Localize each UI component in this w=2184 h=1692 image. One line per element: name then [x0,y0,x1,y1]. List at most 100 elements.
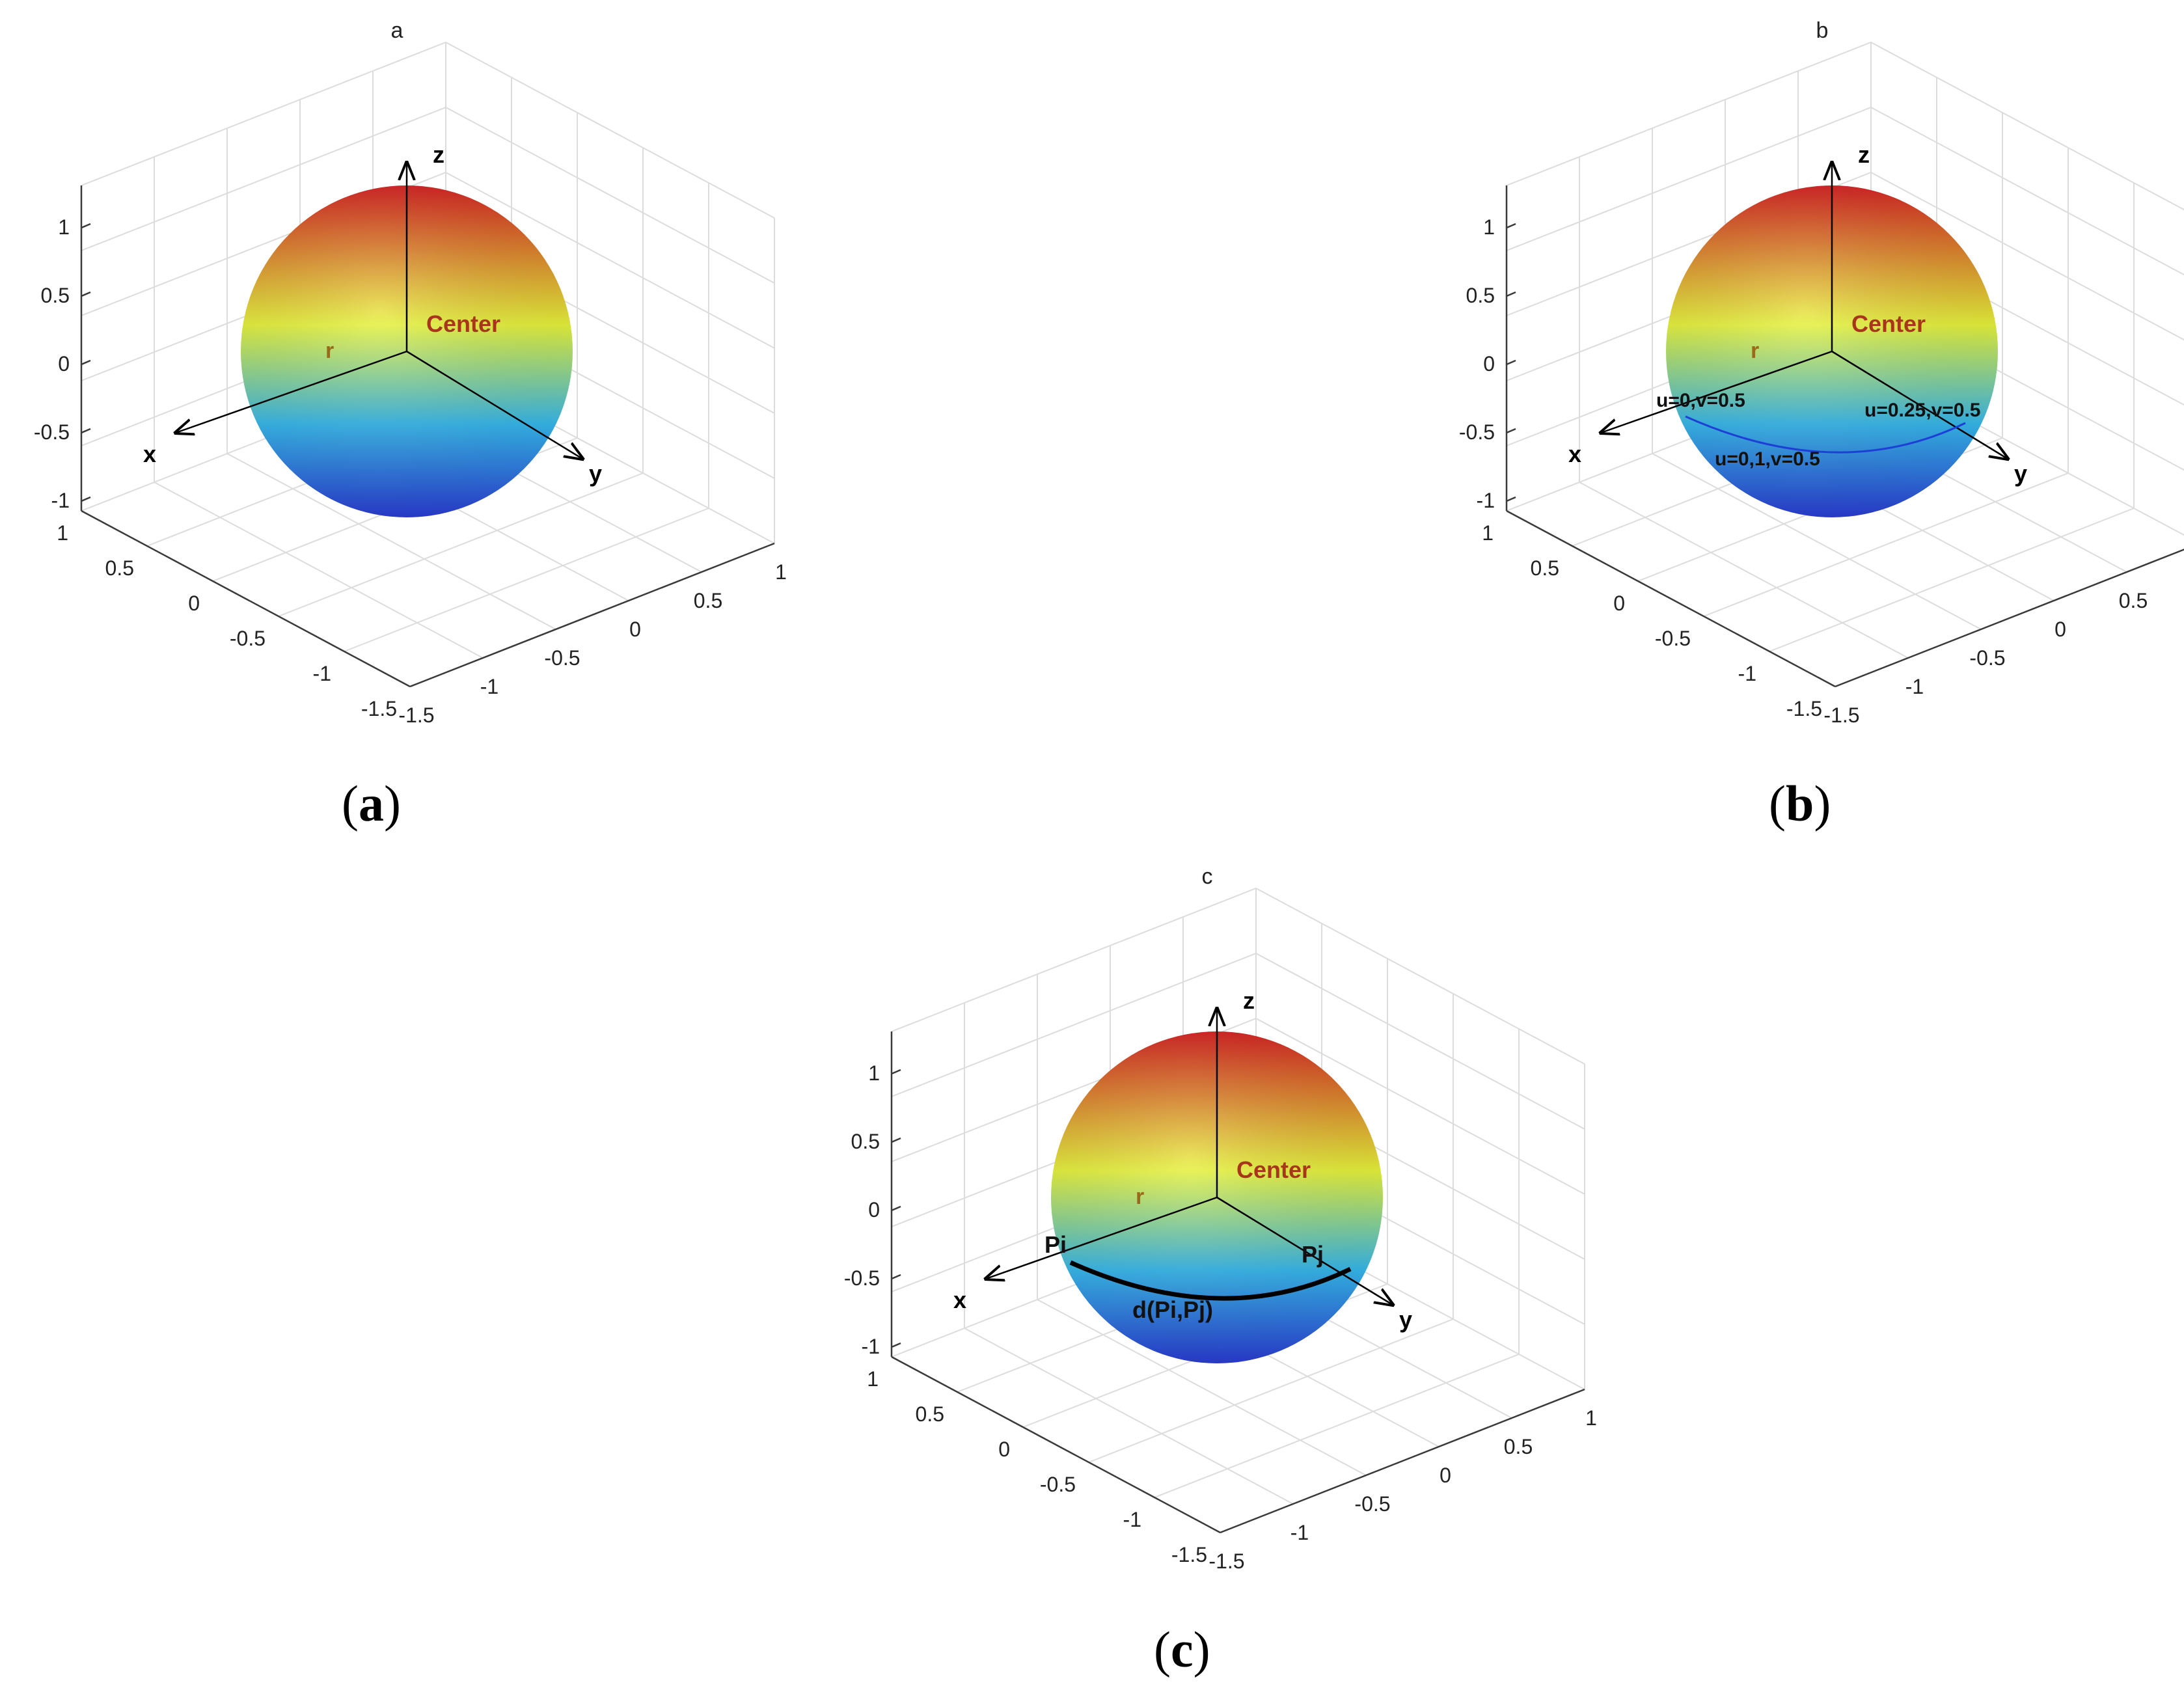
y-tick-label: -1 [1290,1521,1309,1544]
caption-b-letter: b [1785,775,1814,832]
grid-line [1506,41,2184,211]
z-tick-label: -0.5 [844,1266,880,1290]
x-tick-label: -1 [1738,662,1756,685]
x-tick-label: -1 [313,662,331,685]
y-axis-label: y [589,460,602,487]
y-arrow [406,350,582,459]
z-tick-label: -1 [51,489,70,512]
grid-line [1769,508,2135,652]
axes-box [1505,185,2184,688]
z-tick-label: 0 [58,352,70,375]
grid-line [891,887,1585,1065]
grid-line [81,171,775,349]
grid-line [891,952,1585,1130]
y-tick-label: -1 [480,675,498,698]
panel-c: 1 0.5 0 -0.5 -1 1 0.5 0 -0.5 -1 -1.5 -1.5 -1 -0.5 0 0.5… [844,864,1597,1573]
grid-line [1506,171,2184,341]
caption-a: (a) [342,775,401,832]
y-arrow [1216,1196,1393,1305]
x-tick-label: -0.5 [230,627,266,650]
caption-b: (b) [1769,775,1831,832]
x-tick-label: 0 [998,1438,1010,1461]
grid-line [1652,453,1982,630]
caption-c: (c) [1154,1621,1210,1678]
z-tick-mark [1506,428,1516,434]
x-tick-label: 0.5 [105,556,134,580]
x-tick-label: 1 [1482,521,1494,545]
z-tick-label: 0.5 [41,284,70,307]
x-axis-line [1506,510,1836,688]
y-axis-label: y [1399,1306,1412,1333]
z-tick-mark [891,1069,901,1075]
radius-label: r [1751,338,1759,363]
y-tick-label: 0.5 [1504,1435,1533,1458]
annotation-pj: Pj [1302,1241,1324,1268]
x-tick-label: -1 [1123,1508,1141,1531]
caption-c-letter: c [1170,1621,1194,1678]
z-tick-mark [891,1274,901,1280]
y-axis-label: y [2014,460,2027,487]
grid-line [1037,1299,1367,1476]
x-tick-label: 1 [57,521,68,545]
grid-line [154,482,484,659]
z-tick-mark [1506,496,1516,502]
y-tick-label: 1 [1585,1406,1597,1430]
y-axis-line [409,542,775,688]
panel-title: b [1816,18,1829,43]
x-tick-label: -0.5 [1655,627,1691,650]
x-tick-label: -1.5 [361,697,397,720]
center-label: Center [1236,1156,1311,1183]
grid-line [1835,549,2184,687]
z-tick-label: -0.5 [34,420,70,444]
z-tick-label: 0 [868,1198,880,1221]
caption-a-letter: a [358,775,384,832]
annotation-pi: Pi [1044,1231,1067,1258]
center-label: Center [1851,310,1926,337]
grid-line [1154,1354,1520,1498]
x-axis-line [81,510,411,688]
z-tick-label: 1 [58,215,70,239]
axes-box [890,1031,1585,1534]
axis-labels: z x y [143,141,602,487]
panel-title: a [391,18,403,43]
z-tick-label: -1 [1477,489,1495,512]
z-tick-mark [81,223,91,229]
z-tick-mark [1506,291,1516,297]
x-axis-label: x [953,1287,966,1313]
panel-title: c [1202,864,1213,889]
z-axis-label: z [433,141,444,168]
z-tick-label: 0 [1483,352,1495,375]
z-tick-mark [891,1205,901,1212]
y-tick-label: -1 [1905,675,1924,698]
grid-line [81,106,775,284]
annotation-distance: d(Pi,Pj) [1132,1296,1213,1323]
x-axis-line [891,1356,1221,1534]
coordinate-arrows [986,1009,1393,1305]
y-tick-label: -0.5 [1969,646,2005,670]
y-tick-label: 0 [1440,1464,1451,1487]
annotation-u01: u=0,1,v=0.5 [1715,448,1820,470]
annotations: Pi Pj d(Pi,Pj) [1044,1231,1324,1323]
y-axis-line [1220,1388,1585,1534]
y-tick-label: -1.5 [1823,703,1859,727]
tick-labels: 1 0.5 0 -0.5 -1 1 0.5 0 -0.5 -1 -1.5 -1.5 -1 -0.5 0 0.5… [1459,215,2148,727]
tick-labels: 1 0.5 0 -0.5 -1 1 0.5 0 -0.5 -1 -1.5 -1.5 -1 -0.5 0 0.5… [34,215,787,727]
y-axis-line [1835,549,2184,688]
y-arrow [1831,350,2008,459]
x-tick-label: -1.5 [1171,1543,1207,1566]
grid-line [964,1328,1294,1505]
z-tick-label: 0.5 [851,1130,880,1153]
y-tick-label: -1.5 [398,703,434,727]
y-tick-label: -1.5 [1208,1549,1244,1573]
x-tick-label: -1.5 [1786,697,1822,720]
grid-line [226,453,556,630]
x-tick-label: 0 [188,592,200,615]
z-tick-mark [81,359,91,366]
radius-label: r [325,338,334,363]
y-tick-label: 0 [629,618,641,641]
x-tick-label: 1 [867,1367,879,1391]
z-tick-mark [81,496,91,502]
axes-box [80,185,775,688]
z-tick-mark [81,428,91,434]
z-tick-mark [891,1137,901,1143]
